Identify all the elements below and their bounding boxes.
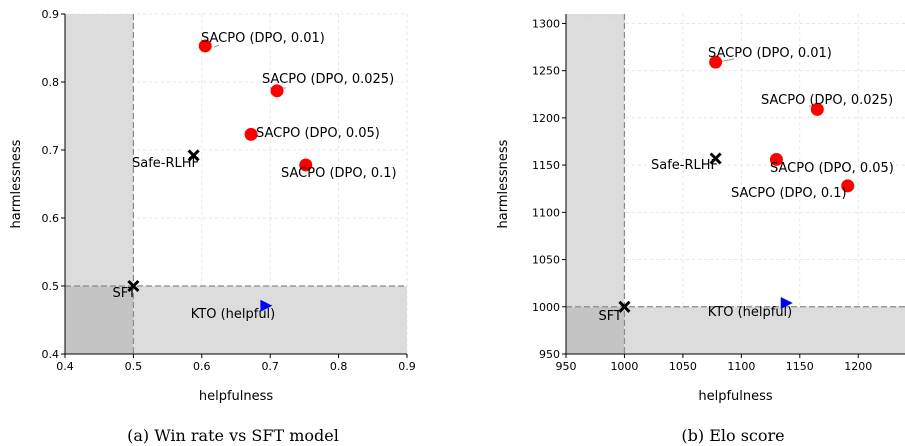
shaded-region-overlap (566, 306, 625, 354)
y-tick-label: 0.6 (42, 212, 60, 225)
y-tick-label: 1300 (532, 17, 560, 30)
data-point-circle (841, 179, 855, 193)
data-point-x-marker (127, 279, 140, 293)
y-tick-label: 1050 (532, 254, 560, 267)
shaded-region-left (566, 14, 625, 354)
data-point-x-marker (709, 152, 722, 165)
data-point-circle (769, 152, 783, 166)
x-tick-label: 0.8 (330, 360, 348, 373)
chart-panel-elo-score: 950 1000 1050 1100 1150 1200 950 1000 1050 1100 11… (496, 14, 905, 404)
data-point-x-marker (187, 149, 200, 162)
point-annotation: SACPO (DPO, 0.1) (281, 166, 397, 181)
x-tick-label: 0.5 (125, 360, 143, 373)
y-tick-label: 1250 (532, 65, 560, 78)
data-point-circle (299, 158, 313, 172)
y-tick-label: 950 (539, 348, 560, 361)
point-annotation: SFT (599, 309, 623, 324)
point-annotation: SACPO (DPO, 0.05) (770, 161, 894, 176)
point-annotation: SFT (113, 286, 137, 301)
point-annotation: KTO (helpful) (708, 305, 793, 320)
point-annotation: SACPO (DPO, 0.01) (708, 46, 832, 61)
point-annotation: SACPO (DPO, 0.1) (731, 186, 847, 201)
caption-b: (b) Elo score (681, 426, 784, 445)
data-point-x-marker (618, 300, 631, 313)
x-tick-label: 0.6 (193, 360, 211, 373)
x-tick-label: 0.9 (398, 360, 416, 373)
y-tick-label: 1200 (532, 112, 560, 125)
x-axis-label: helpfulness (698, 389, 773, 404)
data-point-triangle (780, 297, 793, 309)
point-annotation: SACPO (DPO, 0.05) (256, 126, 380, 141)
y-tick-label: 1150 (532, 159, 560, 172)
y-tick-label: 0.9 (42, 8, 60, 21)
y-tick-label: 1000 (532, 301, 560, 314)
shaded-region-overlap (65, 286, 134, 354)
y-tick-label: 0.4 (42, 348, 60, 361)
data-point-circle (810, 102, 824, 116)
x-tick-label: 0.4 (56, 360, 74, 373)
point-annotation: Safe-RLHF (132, 156, 199, 171)
x-tick-label: 1050 (669, 360, 697, 373)
data-point-circle (709, 55, 723, 69)
point-annotation: SACPO (DPO, 0.025) (761, 93, 893, 108)
data-point-circle (270, 84, 284, 98)
data-point-triangle (260, 299, 273, 312)
y-tick-label: 1100 (532, 206, 560, 219)
x-tick-label: 0.7 (261, 360, 279, 373)
x-tick-label: 1200 (844, 360, 872, 373)
point-annotation: Safe-RLHF (651, 158, 718, 173)
point-annotation: SACPO (DPO, 0.01) (201, 31, 325, 46)
chart-panel-win-rate: 0.4 0.5 0.6 0.7 0.8 0.9 0.4 0.5 0.6 0.7 0.8 0.9 help… (9, 8, 416, 404)
x-tick-label: 950 (556, 360, 577, 373)
y-axis-label: harmlessness (9, 139, 24, 228)
y-tick-label: 0.8 (42, 76, 60, 89)
point-annotation: KTO (helpful) (191, 307, 276, 322)
data-point-circle (198, 39, 212, 53)
y-tick-label: 0.7 (42, 144, 60, 157)
x-tick-label: 1000 (610, 360, 638, 373)
caption-a: (a) Win rate vs SFT model (127, 426, 339, 445)
data-point-circle (244, 127, 258, 141)
x-tick-label: 1100 (727, 360, 755, 373)
y-tick-label: 0.5 (42, 280, 60, 293)
x-axis-label: helpfulness (199, 389, 274, 404)
annotation-leader-line (213, 44, 220, 48)
point-annotation: SACPO (DPO, 0.025) (262, 72, 394, 87)
x-tick-label: 1150 (786, 360, 814, 373)
y-axis-label: harmlessness (496, 139, 511, 228)
